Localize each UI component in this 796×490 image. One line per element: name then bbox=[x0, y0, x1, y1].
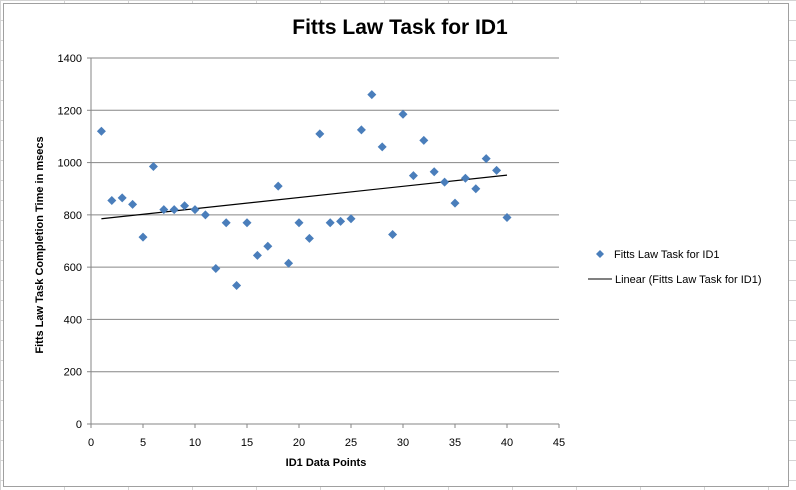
x-tick-label: 25 bbox=[345, 437, 357, 449]
scatter-chart: Fitts Law Task for ID1 02004006008001000… bbox=[34, 16, 762, 469]
x-tick-label: 10 bbox=[189, 437, 201, 449]
data-point[interactable] bbox=[315, 129, 325, 139]
data-point[interactable] bbox=[232, 280, 242, 290]
data-point[interactable] bbox=[242, 218, 252, 228]
data-point[interactable] bbox=[346, 214, 356, 224]
data-point[interactable] bbox=[419, 135, 429, 145]
data-point[interactable] bbox=[117, 193, 127, 203]
data-point[interactable] bbox=[356, 125, 366, 135]
chart-title: Fitts Law Task for ID1 bbox=[292, 16, 508, 39]
x-tick-label: 0 bbox=[88, 437, 94, 449]
data-point[interactable] bbox=[138, 232, 148, 242]
data-point[interactable] bbox=[429, 167, 439, 177]
data-point[interactable] bbox=[107, 195, 117, 205]
y-tick-label: 600 bbox=[64, 262, 82, 274]
chart-area[interactable]: Fitts Law Task for ID1 0 200 400 600 800 1000… bbox=[3, 3, 789, 487]
data-point[interactable] bbox=[148, 161, 158, 171]
data-point[interactable] bbox=[211, 263, 221, 273]
data-point[interactable] bbox=[325, 218, 335, 228]
data-point[interactable] bbox=[221, 218, 231, 228]
data-point[interactable] bbox=[440, 177, 450, 187]
data-point[interactable] bbox=[408, 171, 418, 181]
legend-series-label: Fitts Law Task for ID1 bbox=[614, 249, 720, 261]
x-tick-label: 15 bbox=[241, 437, 253, 449]
data-point[interactable] bbox=[96, 126, 106, 136]
data-point[interactable] bbox=[481, 154, 491, 164]
data-point[interactable] bbox=[388, 229, 398, 239]
data-point[interactable] bbox=[284, 258, 294, 268]
y-axis-title: Fitts Law Task Completion Time in msecs bbox=[34, 136, 46, 353]
data-point[interactable] bbox=[450, 198, 460, 208]
data-point[interactable] bbox=[471, 184, 481, 194]
axes: 0 200 400 600 800 1000 1200 1400 0 5 10 15 20 25 30 35 4… bbox=[58, 53, 566, 449]
x-tick-label: 45 bbox=[553, 437, 565, 449]
trendline bbox=[101, 174, 508, 220]
legend-trendline-label: Linear (Fitts Law Task for ID1) bbox=[615, 274, 762, 286]
data-points bbox=[96, 90, 512, 290]
data-point[interactable] bbox=[252, 250, 262, 260]
data-point[interactable] bbox=[367, 90, 377, 100]
data-point[interactable] bbox=[273, 181, 283, 191]
trendline-group bbox=[101, 174, 508, 220]
data-point[interactable] bbox=[336, 216, 346, 226]
data-point[interactable] bbox=[460, 173, 470, 183]
legend[interactable]: Fitts Law Task for ID1 Linear (Fitts Law… bbox=[588, 249, 762, 286]
data-point[interactable] bbox=[128, 199, 138, 209]
x-tick-label: 20 bbox=[293, 437, 305, 449]
data-point[interactable] bbox=[190, 205, 200, 215]
y-tick-label: 1000 bbox=[58, 158, 82, 170]
data-point[interactable] bbox=[502, 212, 512, 222]
y-tick-label: 1400 bbox=[58, 53, 82, 65]
x-axis-title: ID1 Data Points bbox=[286, 457, 367, 469]
x-tick-label: 30 bbox=[397, 437, 409, 449]
data-point[interactable] bbox=[159, 205, 169, 215]
x-tick-label: 40 bbox=[501, 437, 513, 449]
y-tick-label: 200 bbox=[64, 367, 82, 379]
data-point[interactable] bbox=[200, 210, 210, 220]
y-tick-label: 0 bbox=[76, 419, 82, 431]
data-point[interactable] bbox=[398, 109, 408, 119]
gridlines bbox=[91, 57, 559, 373]
y-tick-label: 400 bbox=[64, 314, 82, 326]
data-point[interactable] bbox=[294, 218, 304, 228]
data-point[interactable] bbox=[377, 142, 387, 152]
x-tick-label: 5 bbox=[140, 437, 146, 449]
data-point[interactable] bbox=[304, 233, 314, 243]
data-point[interactable] bbox=[263, 241, 273, 251]
y-tick-label: 800 bbox=[64, 210, 82, 222]
data-point[interactable] bbox=[492, 165, 502, 175]
y-tick-label: 1200 bbox=[58, 105, 82, 117]
data-point[interactable] bbox=[169, 205, 179, 215]
data-point[interactable] bbox=[180, 201, 190, 211]
x-tick-label: 35 bbox=[449, 437, 461, 449]
legend-series-marker bbox=[596, 250, 604, 258]
